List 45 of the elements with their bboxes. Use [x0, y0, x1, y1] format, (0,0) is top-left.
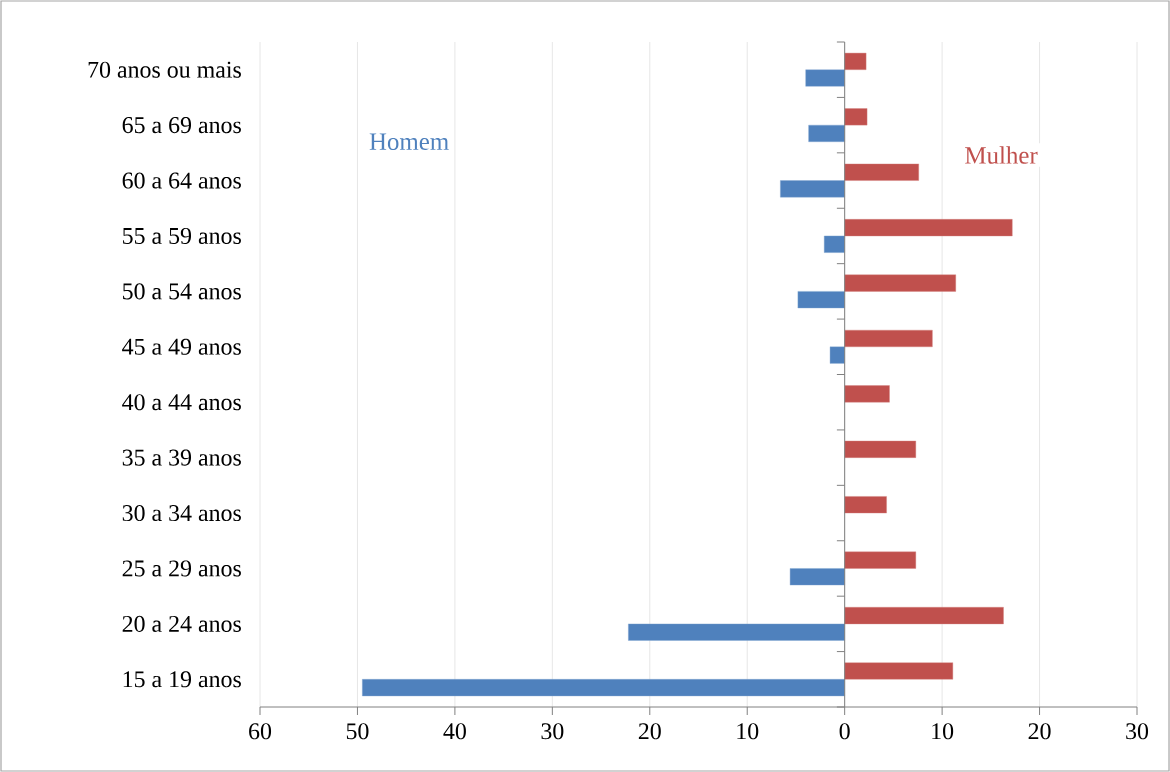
bar	[628, 623, 845, 641]
y-tick-label: 25 a 29 anos	[122, 560, 241, 577]
bar	[844, 52, 867, 70]
series-label: Mulher	[965, 146, 1038, 164]
y-tick-label: 40 a 44 anos	[122, 394, 241, 411]
y-tick-label: 35 a 39 anos	[122, 449, 241, 466]
x-tick-label: 40	[443, 723, 466, 740]
bar	[780, 180, 845, 198]
bar	[789, 568, 845, 586]
y-tick-label: 65 a 69 anos	[122, 117, 241, 134]
bar	[844, 662, 954, 680]
bar	[844, 219, 1013, 237]
bar	[844, 329, 933, 347]
bar	[829, 346, 845, 364]
bar	[844, 496, 887, 514]
bar	[824, 235, 845, 253]
y-tick-label: 15 a 19 anos	[123, 671, 241, 688]
x-tick-label: 30	[541, 723, 564, 740]
bar	[844, 607, 1004, 625]
bar	[362, 679, 845, 697]
text: Homem	[369, 133, 449, 151]
bar	[844, 385, 890, 403]
y-tick-label: 60 a 64 anos	[122, 172, 241, 189]
y-tick-label: 70 anos ou mais	[88, 61, 241, 78]
y-tick-label: 50 a 54 anos	[123, 283, 241, 300]
x-tick-label: 60	[249, 723, 272, 740]
y-tick-label: 45 a 49 anos	[122, 338, 241, 355]
x-tick-label: 0	[839, 723, 850, 740]
bar	[844, 108, 868, 126]
x-tick-label: 10	[737, 723, 759, 740]
y-tick-label: 30 a 34 anos	[122, 504, 241, 522]
bar	[844, 440, 916, 458]
x-tick-label: 10	[932, 723, 954, 740]
bar	[844, 551, 916, 569]
bar	[844, 163, 919, 181]
y-tick-label: 55 a 59 anos	[123, 227, 241, 244]
x-tick-label: 20	[1028, 723, 1051, 740]
x-tick-label: 20	[638, 723, 661, 740]
y-tick-label: 20 a 24 anos	[122, 615, 241, 632]
bar	[844, 274, 956, 292]
bar	[805, 69, 845, 87]
bar	[797, 291, 845, 309]
bar	[808, 124, 845, 142]
x-tick-label: 50	[346, 723, 369, 740]
x-tick-label: 30	[1126, 723, 1149, 740]
